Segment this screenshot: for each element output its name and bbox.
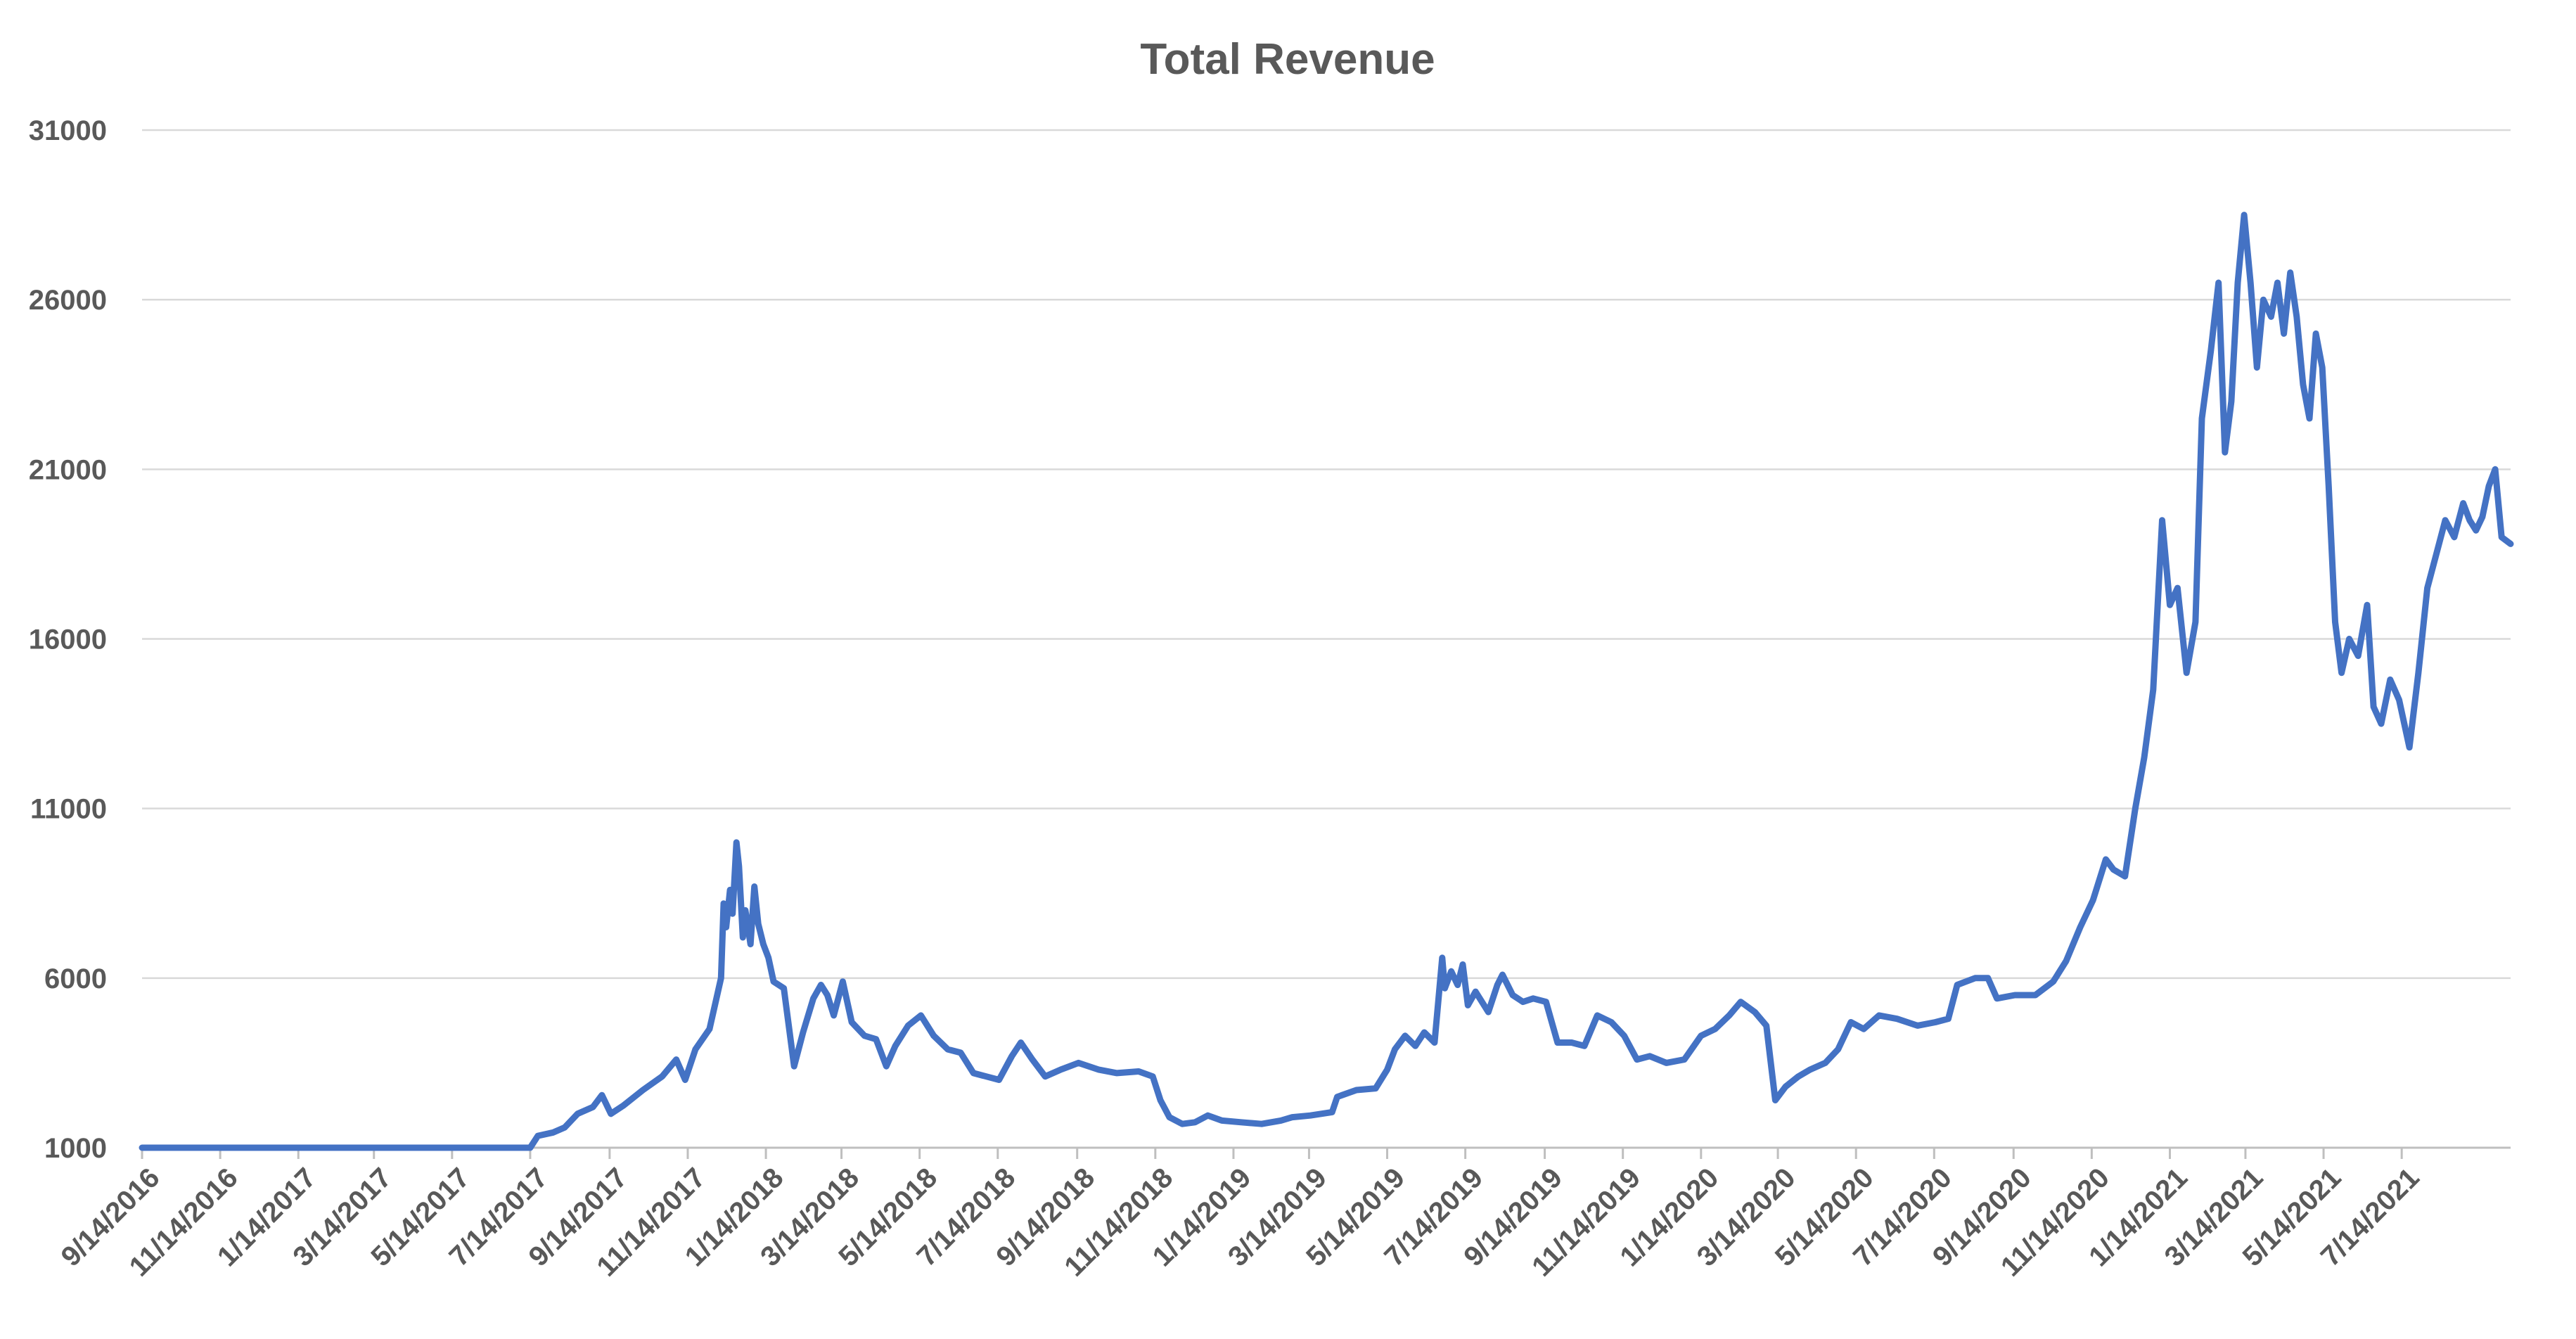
y-tick-label-21000: 21000 bbox=[29, 454, 107, 485]
y-tick-label-26000: 26000 bbox=[29, 285, 107, 316]
series-layer bbox=[139, 212, 2514, 1151]
gridlines bbox=[142, 129, 2511, 980]
y-tick-label-6000: 6000 bbox=[44, 963, 107, 994]
x-axis: 9/14/201611/14/20161/14/20173/14/20175/1… bbox=[56, 1146, 2511, 1283]
y-axis-tick-labels: 1000 6000 11000 16000 21000 26000 31000 bbox=[29, 115, 107, 1164]
y-tick-label-1000: 1000 bbox=[44, 1133, 107, 1164]
y-tick-label-11000: 11000 bbox=[30, 794, 107, 825]
chart-title: Total Revenue bbox=[1140, 35, 1435, 84]
y-tick-label-31000: 31000 bbox=[29, 115, 107, 146]
series-line-0 bbox=[139, 212, 2514, 1151]
y-tick-label-16000: 16000 bbox=[29, 624, 107, 655]
